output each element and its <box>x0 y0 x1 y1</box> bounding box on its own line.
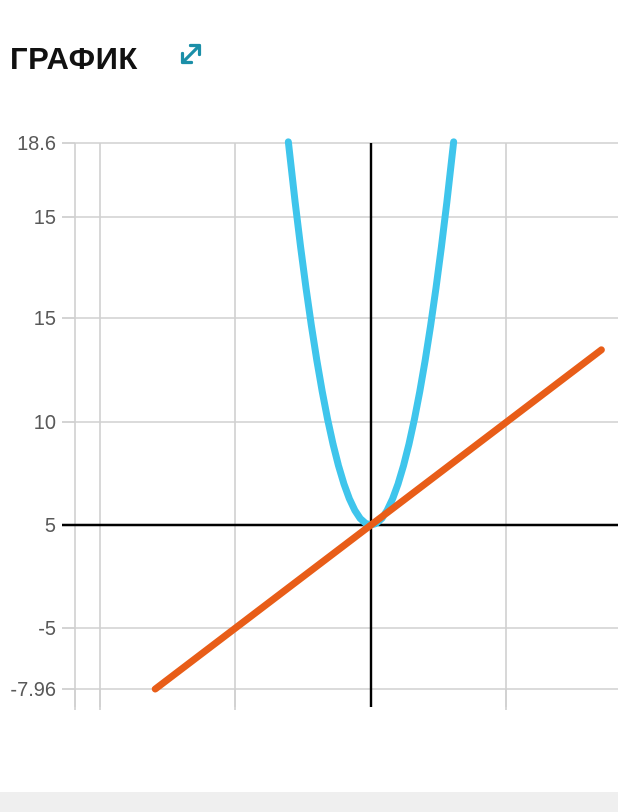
y-tickmarks <box>62 142 75 690</box>
chart-header: ГРАФИК <box>0 0 618 110</box>
axes <box>62 143 618 707</box>
page-title: ГРАФИК <box>10 40 138 76</box>
y-tick-label: 10 <box>34 412 56 434</box>
y-tick-label: 18.6 <box>17 133 56 155</box>
bottom-band <box>0 792 618 812</box>
horizontal-gridlines <box>62 142 618 690</box>
x-tickmarks <box>74 689 507 707</box>
series-line <box>151 346 605 693</box>
y-axis-labels: 18.6 15 10 5 15 <box>17 133 56 537</box>
plot-area[interactable]: 18.6 15 10 5 15 15 -5 -7.96 -10 -5 0 5 <box>0 110 618 710</box>
y-tick-label-15: 15 <box>34 207 56 229</box>
plot-canvas[interactable]: 18.6 15 10 5 15 15 -5 -7.96 -10 -5 0 5 <box>0 110 618 710</box>
y-tick-label: 5 <box>45 515 56 537</box>
y-tick-label-min: -7.96 <box>10 679 56 701</box>
expand-arrows-icon <box>172 35 210 76</box>
y-tick-label: 15 <box>34 308 56 330</box>
y-tick-label-neg5: -5 <box>38 618 56 640</box>
y-axis-labels-lower: 15 -5 -7.96 <box>10 207 56 701</box>
expand-button[interactable] <box>170 34 212 76</box>
